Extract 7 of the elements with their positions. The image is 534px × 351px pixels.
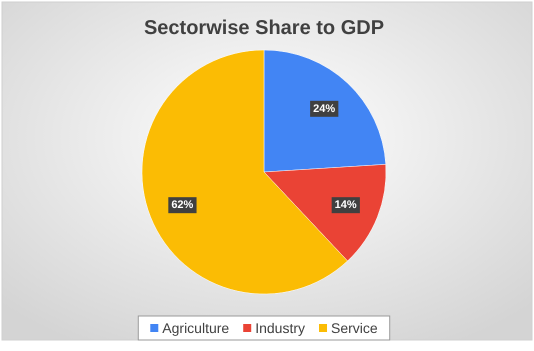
data-label: 14% <box>334 199 357 212</box>
chart-title: Sectorwise Share to GDP <box>144 17 384 39</box>
data-label: 62% <box>171 199 194 212</box>
legend-label: Industry <box>255 320 306 336</box>
data-label: 24% <box>313 102 336 115</box>
legend-label: Agriculture <box>162 320 230 336</box>
slice-label: Service <box>331 320 378 336</box>
